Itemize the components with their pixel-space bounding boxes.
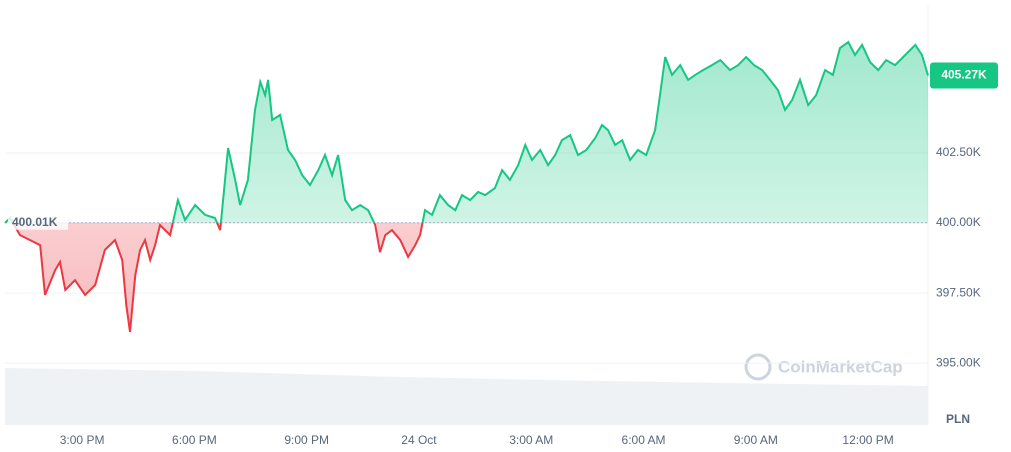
currency-label: PLN [946, 412, 970, 426]
y-tick-label: 397.50K [936, 285, 981, 299]
x-tick-label: 3:00 AM [509, 433, 553, 447]
x-tick-label: 9:00 AM [734, 433, 778, 447]
area-up [5, 42, 928, 223]
y-tick-label: 400.00K [936, 215, 981, 229]
y-tick-label: 402.50K [936, 145, 981, 159]
x-tick-label: 24 Oct [401, 433, 437, 447]
y-tick-label: 395.00K [936, 355, 981, 369]
watermark-icon [744, 353, 772, 381]
area-down [5, 222, 423, 332]
x-tick-label: 12:00 PM [842, 433, 893, 447]
watermark: CoinMarketCap [744, 353, 903, 381]
volume-area [5, 368, 928, 425]
price-line-up [4, 40, 929, 223]
baseline-label: 400.01K [12, 215, 58, 229]
price-line-down [4, 222, 424, 333]
x-tick-label: 3:00 PM [60, 433, 105, 447]
current-price-tag [930, 62, 998, 89]
x-tick-label: 9:00 PM [284, 433, 329, 447]
baseline-label-bg [8, 213, 68, 230]
x-tick-label: 6:00 PM [172, 433, 217, 447]
watermark-text: CoinMarketCap [778, 357, 903, 376]
current-price-label: 405.27K [941, 68, 987, 82]
x-tick-label: 6:00 AM [622, 433, 666, 447]
